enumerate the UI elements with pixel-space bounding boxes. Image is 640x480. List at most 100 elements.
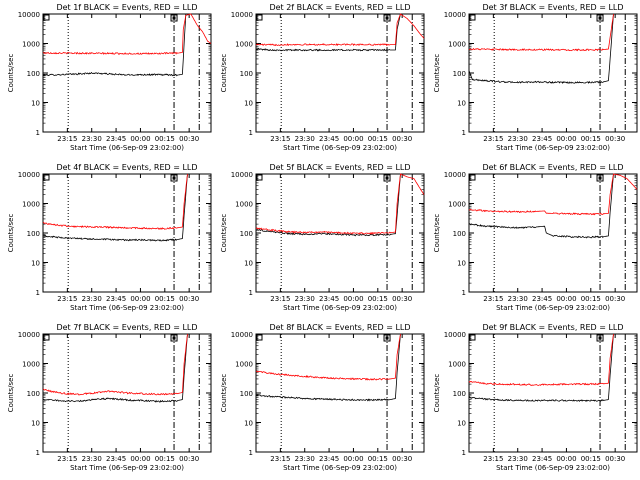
chart-panel-1: Det 1f BLACK = Events, RED = LLD 1 10 100 10…: [7, 3, 212, 152]
chart-title: Det 5f BLACK = Events, RED = LLD: [269, 163, 410, 172]
chart-title: Det 8f BLACK = Events, RED = LLD: [269, 323, 410, 332]
x-tick-label: 00:15: [368, 295, 388, 303]
y-tick-label: 10000: [444, 331, 466, 339]
y-tick-label: 100: [240, 70, 253, 78]
x-tick-label: 23:30: [508, 135, 528, 143]
chart-title: Det 1f BLACK = Events, RED = LLD: [56, 3, 197, 12]
marker-box: [383, 334, 391, 342]
x-tick-label: 23:45: [532, 295, 552, 303]
y-tick-label: 1: [36, 449, 40, 457]
y-tick-label: 10000: [231, 11, 253, 19]
y-tick-label: 100: [453, 390, 466, 398]
x-tick-label: 00:15: [155, 135, 175, 143]
x-tick-label: 00:30: [605, 295, 625, 303]
y-tick-label: 1000: [448, 201, 466, 209]
y-axis-label: Counts/sec: [220, 374, 228, 413]
events-series-line: [255, 173, 401, 237]
y-tick-label: 1000: [235, 201, 253, 209]
x-tick-label: 23:45: [532, 455, 552, 463]
y-axis-label: Counts/sec: [7, 214, 15, 253]
chart-title: Det 6f BLACK = Events, RED = LLD: [482, 163, 623, 172]
x-tick-label: 00:15: [368, 135, 388, 143]
corner-marker: [43, 14, 50, 21]
x-axis-label: Start Time (06-Sep-09 23:02:00): [496, 464, 610, 472]
chart-panel-3: Det 3f BLACK = Events, RED = LLD 1 10 100 10…: [433, 3, 638, 152]
y-tick-label: 100: [27, 390, 40, 398]
x-tick-label: 00:00: [130, 455, 150, 463]
chart-title: Det 4f BLACK = Events, RED = LLD: [56, 163, 197, 172]
events-series-line: [42, 13, 187, 77]
lld-series-line: [255, 173, 425, 235]
x-tick-label: 23:45: [106, 135, 126, 143]
y-tick-label: 10000: [231, 331, 253, 339]
x-axis-label: Start Time (06-Sep-09 23:02:00): [496, 304, 610, 312]
y-tick-label: 10: [457, 420, 466, 428]
x-tick-label: 00:00: [130, 295, 150, 303]
x-tick-label: 23:30: [295, 135, 315, 143]
y-tick-label: 1000: [235, 41, 253, 49]
x-tick-label: 00:30: [392, 295, 412, 303]
corner-marker: [43, 334, 50, 341]
x-tick-label: 00:15: [368, 455, 388, 463]
y-axis-label: Counts/sec: [7, 374, 15, 413]
y-axis-label: Counts/sec: [433, 54, 441, 93]
lld-series-line: [42, 173, 188, 231]
marker-box: [383, 174, 391, 182]
x-axis-label: Start Time (06-Sep-09 23:02:00): [70, 464, 184, 472]
chart-panel-8: Det 8f BLACK = Events, RED = LLD 1 10 100 10…: [220, 323, 425, 472]
plot-frame: [42, 13, 212, 133]
x-tick-label: 00:30: [179, 295, 199, 303]
x-tick-label: 23:45: [532, 135, 552, 143]
x-tick-label: 23:30: [82, 455, 102, 463]
y-tick-label: 1: [249, 129, 253, 137]
marker-box: [170, 334, 178, 342]
corner-marker: [469, 174, 476, 181]
x-axis-label: Start Time (06-Sep-09 23:02:00): [283, 304, 397, 312]
marker-box-inner: [172, 176, 176, 180]
y-tick-label: 10: [244, 100, 253, 108]
x-axis-label: Start Time (06-Sep-09 23:02:00): [283, 464, 397, 472]
x-tick-label: 23:15: [483, 455, 503, 463]
chart-panel-7: Det 7f BLACK = Events, RED = LLD 1 10 100 10…: [7, 323, 212, 472]
corner-marker: [43, 174, 50, 181]
x-tick-label: 23:15: [57, 135, 77, 143]
marker-box-inner: [385, 16, 389, 20]
y-tick-label: 10: [457, 100, 466, 108]
chart-panel-4: Det 4f BLACK = Events, RED = LLD 1 10 100 10…: [7, 163, 212, 312]
plot-frame: [255, 13, 425, 133]
chart-title: Det 2f BLACK = Events, RED = LLD: [269, 3, 410, 12]
y-tick-label: 100: [240, 390, 253, 398]
y-tick-label: 1: [36, 129, 40, 137]
x-tick-label: 23:30: [508, 295, 528, 303]
marker-box: [596, 14, 604, 22]
y-tick-label: 1000: [22, 41, 40, 49]
x-tick-label: 00:15: [155, 295, 175, 303]
x-tick-label: 00:30: [605, 455, 625, 463]
chart-title: Det 3f BLACK = Events, RED = LLD: [482, 3, 623, 12]
chart-panel-5: Det 5f BLACK = Events, RED = LLD 1 10 100 10…: [220, 163, 425, 312]
events-series-line: [468, 173, 614, 239]
marker-box-inner: [598, 16, 602, 20]
x-axis-label: Start Time (06-Sep-09 23:02:00): [496, 144, 610, 152]
y-tick-label: 10: [31, 420, 40, 428]
marker-box: [170, 174, 178, 182]
x-tick-label: 23:15: [270, 295, 290, 303]
y-tick-label: 1000: [448, 361, 466, 369]
corner-marker: [469, 14, 476, 21]
y-tick-label: 1: [462, 129, 466, 137]
y-tick-label: 10000: [18, 11, 40, 19]
y-tick-label: 10000: [18, 331, 40, 339]
lld-series-line: [468, 13, 614, 52]
marker-box-inner: [172, 16, 176, 20]
events-series-line: [42, 173, 188, 242]
y-tick-label: 1000: [22, 201, 40, 209]
marker-box: [383, 14, 391, 22]
x-tick-label: 23:15: [57, 455, 77, 463]
y-tick-label: 10000: [444, 171, 466, 179]
chart-panel-6: Det 6f BLACK = Events, RED = LLD 1 10 100 10…: [433, 163, 638, 312]
y-axis-label: Counts/sec: [433, 374, 441, 413]
y-tick-label: 10: [31, 260, 40, 268]
marker-box-inner: [172, 336, 176, 340]
x-tick-label: 00:00: [343, 135, 363, 143]
x-tick-label: 23:15: [57, 295, 77, 303]
